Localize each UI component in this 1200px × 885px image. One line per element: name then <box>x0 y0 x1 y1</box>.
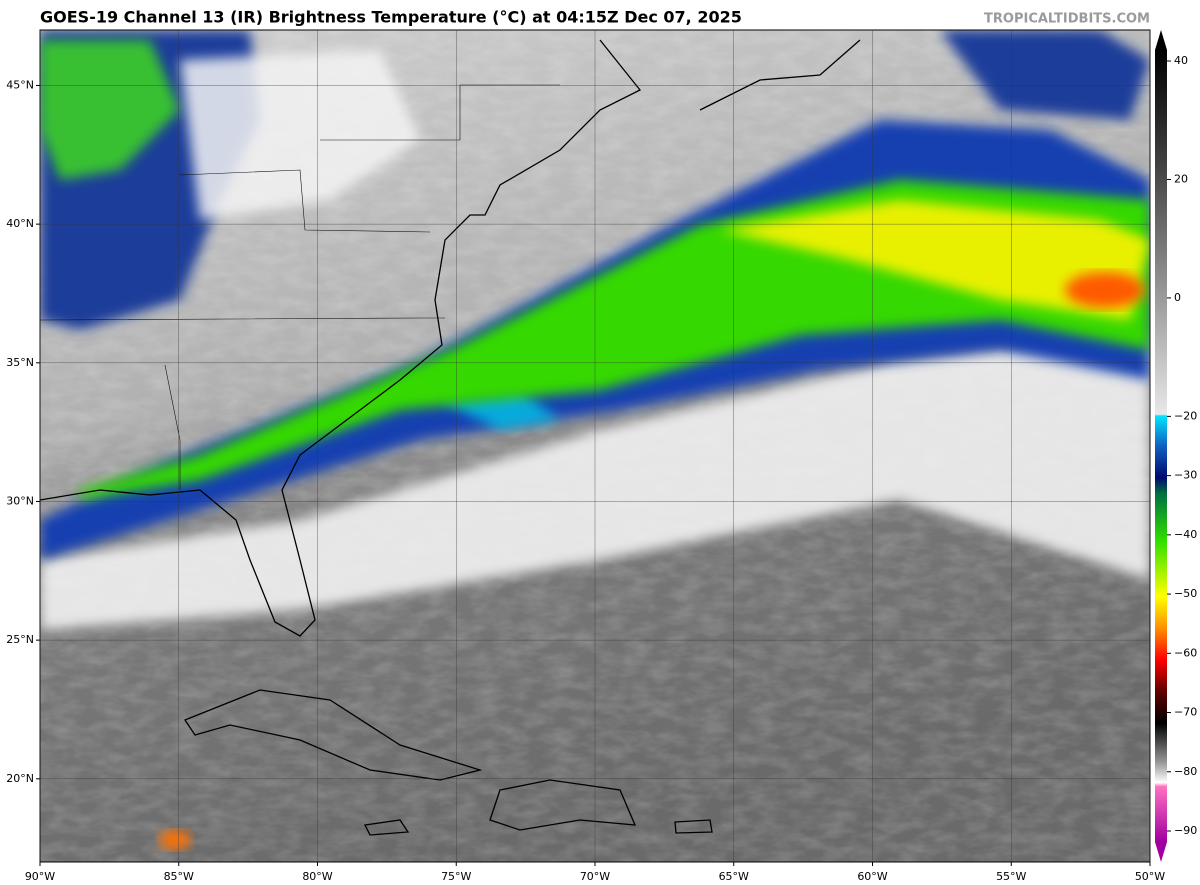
y-tick-label: 30°N <box>6 494 34 507</box>
hispaniola <box>489 779 637 831</box>
colorbar-arrow-bottom <box>1155 842 1167 862</box>
colorbar-tick-label: −20 <box>1174 409 1197 422</box>
cloud-nw-white <box>180 50 420 220</box>
x-tick-label: 65°W <box>719 870 749 883</box>
y-tick-label: 40°N <box>6 217 34 230</box>
x-tick-label: 70°W <box>580 870 610 883</box>
colorbar-tick-label: −60 <box>1174 646 1197 659</box>
cuba <box>184 689 483 781</box>
colorbar-tick-label: −50 <box>1174 587 1197 600</box>
y-tick-label: 20°N <box>6 772 34 785</box>
puerto-rico <box>674 819 713 834</box>
colorbar-tick-label: 20 <box>1174 172 1188 185</box>
watermark: TROPICALTIDBITS.COM <box>984 12 1150 27</box>
y-tick-label: 25°N <box>6 633 34 646</box>
colorbar-tick-label: −30 <box>1174 469 1197 482</box>
colorbar-tick-label: 0 <box>1174 291 1181 304</box>
y-tick-label: 35°N <box>6 356 34 369</box>
jamaica <box>364 819 410 836</box>
cloud-red <box>1065 272 1145 308</box>
x-tick-label: 55°W <box>996 870 1026 883</box>
colorbar-tick-label: 40 <box>1174 54 1188 67</box>
colorbar-arrow-top <box>1155 30 1167 50</box>
coastline-canada <box>699 39 861 111</box>
state-border <box>179 169 431 233</box>
state-border <box>164 364 181 490</box>
coastline <box>40 39 642 637</box>
state-border <box>320 84 560 141</box>
colorbar-tick-label: −80 <box>1174 765 1197 778</box>
storm-cell <box>159 830 191 850</box>
cloud-yellow <box>720 200 1150 320</box>
x-tick-label: 85°W <box>164 870 194 883</box>
y-tick-label: 45°N <box>6 78 34 91</box>
cloud-ne-blue <box>940 30 1150 120</box>
cloud-nw-green <box>40 40 180 180</box>
x-tick-label: 90°W <box>25 870 55 883</box>
colorbar <box>1155 50 1167 842</box>
x-tick-label: 50°W <box>1135 870 1165 883</box>
colorbar-tick-label: −70 <box>1174 706 1197 719</box>
x-tick-label: 60°W <box>857 870 887 883</box>
title: GOES-19 Channel 13 (IR) Brightness Tempe… <box>40 8 742 27</box>
x-tick-label: 80°W <box>302 870 332 883</box>
colorbar-tick-label: −40 <box>1174 528 1197 541</box>
x-tick-label: 75°W <box>441 870 471 883</box>
colorbar-tick-label: −90 <box>1174 824 1197 837</box>
state-border <box>40 317 445 321</box>
